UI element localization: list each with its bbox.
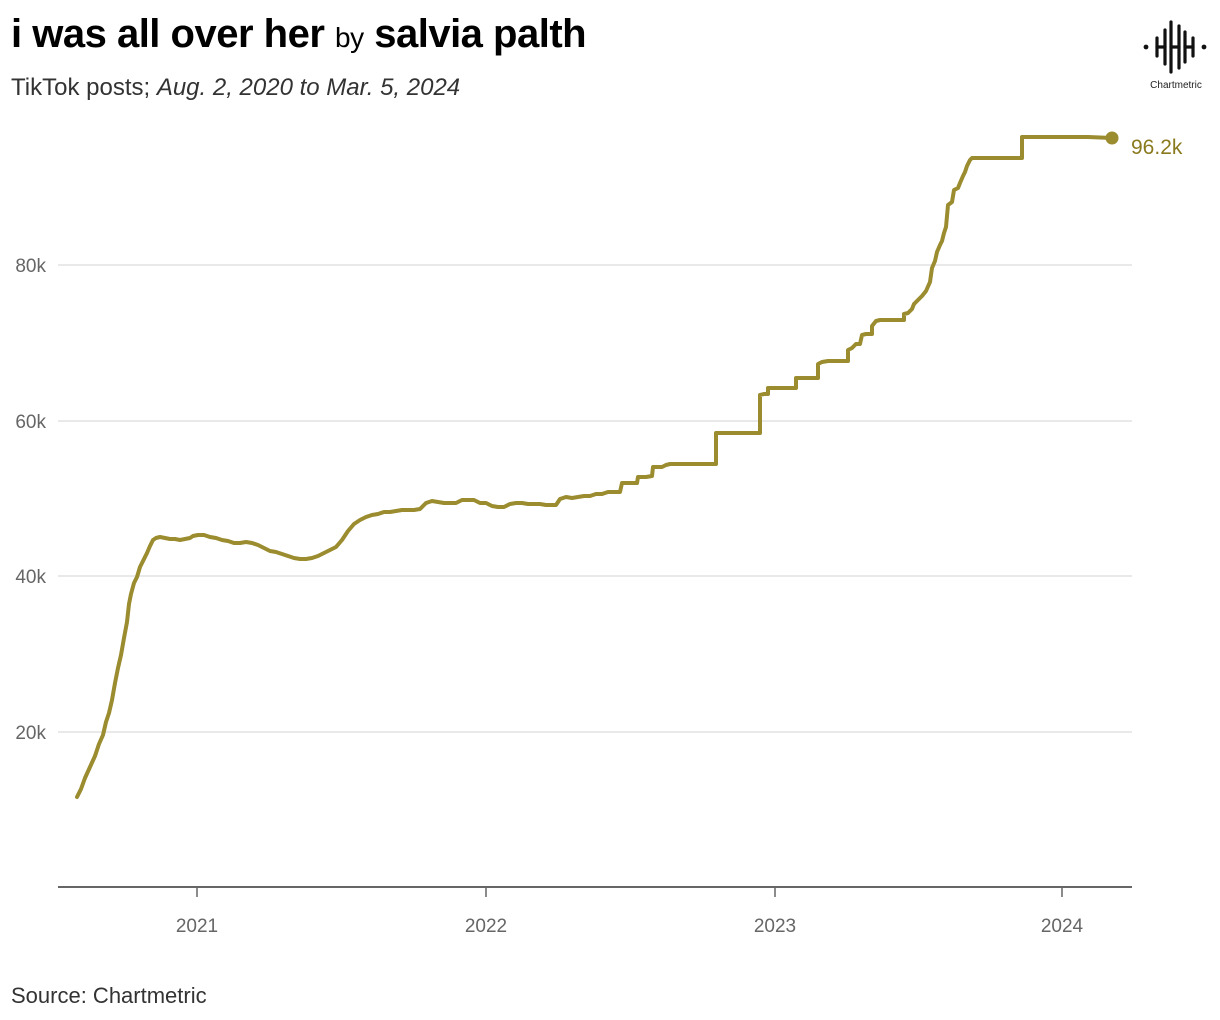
x-tick-2023: 2023 bbox=[754, 916, 796, 937]
y-tick-40k: 40k bbox=[15, 567, 46, 588]
song-title: i was all over her bbox=[11, 12, 325, 56]
source-note: Source: Chartmetric bbox=[11, 983, 207, 1008]
gridlines bbox=[58, 264, 1132, 733]
end-value-label: 96.2k bbox=[1131, 136, 1183, 159]
x-tick-2022: 2022 bbox=[465, 916, 507, 937]
tiktok-posts-line bbox=[75, 135, 1114, 799]
chart-title: i was all over her by salvia palth bbox=[11, 12, 587, 57]
by-word: by bbox=[335, 22, 364, 53]
y-tick-80k: 80k bbox=[15, 256, 46, 277]
x-tick-2021: 2021 bbox=[176, 916, 218, 937]
subtitle-metric: TikTok posts; bbox=[11, 74, 151, 101]
y-tick-60k: 60k bbox=[15, 412, 46, 433]
subtitle-dates: Aug. 2, 2020 to Mar. 5, 2024 bbox=[156, 74, 461, 101]
end-point-marker bbox=[1105, 131, 1119, 145]
y-tick-20k: 20k bbox=[15, 723, 46, 744]
chartmetric-waveform-icon bbox=[1143, 20, 1207, 74]
logo-text: Chartmetric bbox=[1150, 80, 1202, 91]
y-axis-labels: 80k 60k 40k 20k bbox=[15, 256, 46, 744]
x-tick-2024: 2024 bbox=[1041, 916, 1084, 937]
x-axis: 2021 2022 2023 2024 bbox=[58, 886, 1132, 937]
chart-subtitle: TikTok posts; Aug. 2, 2020 to Mar. 5, 20… bbox=[11, 74, 460, 102]
artist-name: salvia palth bbox=[374, 12, 587, 56]
